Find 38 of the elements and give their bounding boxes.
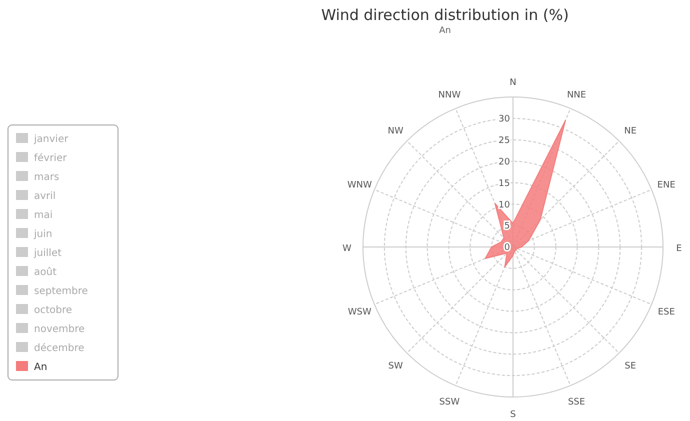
- spoke-label: NNW: [438, 90, 461, 101]
- spoke-label: SE: [624, 361, 636, 372]
- spoke-label: S: [510, 410, 516, 420]
- text: janvier: [33, 134, 70, 145]
- text: juin: [33, 229, 52, 240]
- y-tick-label: 5: [504, 222, 510, 232]
- text: septembre: [34, 286, 88, 297]
- text: décembre: [34, 343, 84, 354]
- spoke-label: WNW: [347, 180, 372, 190]
- spoke-label: NW: [388, 126, 404, 137]
- spoke-label: E: [676, 244, 682, 254]
- spoke-label: SSW: [439, 397, 460, 408]
- text: mars: [34, 172, 60, 183]
- spoke-label: WSW: [348, 308, 372, 318]
- y-tick-label: 25: [498, 136, 510, 146]
- text: novembre: [34, 324, 85, 335]
- spoke-label: N: [510, 78, 516, 88]
- y-tick-label: 10: [498, 200, 510, 210]
- text: avril: [34, 191, 56, 202]
- y-tick-label: 0: [504, 243, 510, 254]
- spoke-label: NE: [624, 126, 637, 137]
- spoke-label: SSE: [568, 397, 586, 408]
- spoke-label: W: [342, 244, 352, 254]
- spoke-label: SW: [388, 361, 404, 372]
- chart-subtitle: An: [439, 26, 451, 36]
- y-tick-label: 20: [498, 157, 510, 168]
- y-tick-label: 30: [498, 114, 510, 125]
- legend-label: An: [34, 362, 48, 373]
- text: juillet: [33, 248, 62, 259]
- text: mai: [34, 210, 53, 221]
- spoke-label: ENE: [657, 180, 676, 190]
- spoke-label: ESE: [658, 308, 676, 318]
- text: août: [34, 267, 57, 278]
- text: février: [34, 153, 68, 164]
- text: octobre: [34, 305, 72, 316]
- chart-title: Wind direction distribution in (%): [321, 6, 569, 24]
- spoke-label: NNE: [566, 90, 586, 101]
- y-tick-label: 15: [498, 178, 510, 189]
